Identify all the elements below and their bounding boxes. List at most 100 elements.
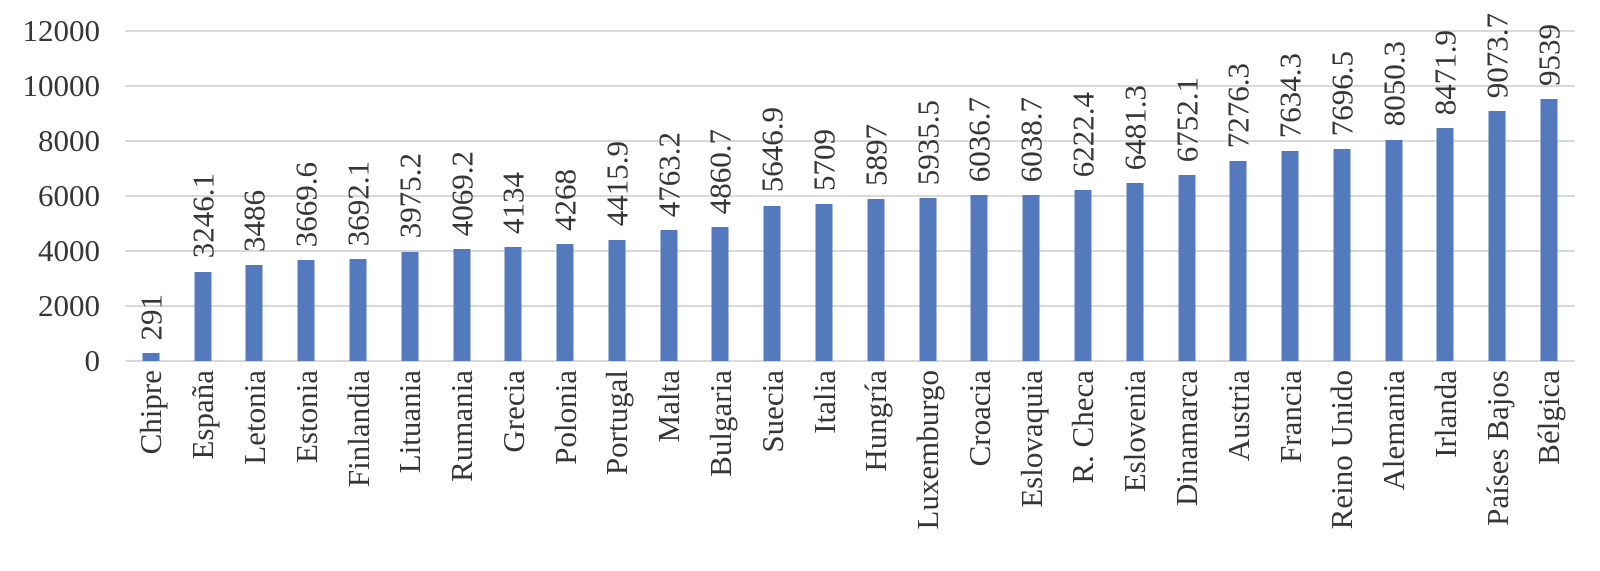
gridline-8000: [125, 140, 1575, 142]
bar-Finlandia: [349, 259, 367, 361]
bar-column-Polonia: 4268: [539, 31, 591, 361]
bar-Estonia: [297, 260, 315, 361]
bar-Grecia: [504, 247, 522, 361]
bar-column-Alemania: 8050.3: [1368, 31, 1420, 361]
bar-Hungría: [867, 198, 885, 361]
bar-column-Bélgica: 9539: [1523, 24, 1575, 361]
value-label-Estonia: 3669.6: [288, 161, 324, 248]
x-cell-Bulgaria: Bulgaria: [695, 370, 747, 571]
value-label-Suecia: 5646.9: [754, 107, 790, 193]
value-label-Países Bajos: 9073.7: [1479, 13, 1515, 99]
y-tick-label: 0: [84, 343, 101, 378]
x-axis-label-Rumania: Rumania: [444, 370, 480, 482]
value-label-Dinamarca: 6752.1: [1169, 77, 1205, 163]
x-cell-Rumania: Rumania: [436, 370, 488, 571]
x-cell-España: España: [177, 370, 229, 571]
x-cell-Irlanda: Irlanda: [1420, 370, 1472, 571]
bar-column-España: 3246.1: [177, 31, 229, 361]
gridline-10000: [125, 85, 1575, 87]
bar-column-Estonia: 3669.6: [280, 31, 332, 361]
x-axis-label-Irlanda: Irlanda: [1427, 370, 1463, 458]
x-axis-label-Grecia: Grecia: [495, 370, 531, 453]
bar-column-Malta: 4763.2: [643, 31, 695, 361]
x-cell-Eslovenia: Eslovenia: [1109, 370, 1161, 571]
x-axis-label-Polonia: Polonia: [547, 370, 583, 465]
value-label-Bélgica: 9539: [1531, 23, 1567, 86]
x-cell-Suecia: Suecia: [746, 370, 798, 571]
x-cell-Austria: Austria: [1212, 370, 1264, 571]
y-tick-label: 4000: [38, 233, 100, 268]
bar-Croacia: [970, 195, 988, 361]
bar-Dinamarca: [1178, 175, 1196, 361]
value-label-Reino Unido: 7696.5: [1324, 51, 1360, 137]
bar-column-Croacia: 6036.7: [954, 31, 1006, 361]
bar-column-Irlanda: 8471.9: [1420, 29, 1472, 361]
bar-Eslovenia: [1126, 182, 1144, 361]
bar-column-Letonia: 3486: [229, 31, 281, 361]
value-label-Francia: 7634.3: [1272, 52, 1308, 139]
x-axis-label-Bélgica: Bélgica: [1531, 370, 1567, 465]
x-cell-Portugal: Portugal: [591, 370, 643, 571]
value-label-Malta: 4763.2: [651, 131, 687, 218]
x-axis-label-Austria: Austria: [1220, 370, 1256, 462]
value-label-Croacia: 6036.7: [961, 96, 997, 182]
bar-Chipre: [142, 353, 160, 361]
x-cell-Estonia: Estonia: [280, 370, 332, 571]
x-axis-label-Malta: Malta: [651, 370, 687, 443]
x-cell-Lituania: Lituania: [384, 370, 436, 571]
value-label-Rumania: 4069.2: [444, 150, 480, 237]
gridline-0: [125, 360, 1575, 362]
value-label-Irlanda: 8471.9: [1427, 29, 1463, 116]
bar-columns: 291 3246.1 3486 3669.6 3692.1 3975.2 4069.2 413…: [125, 13, 1575, 361]
bar-column-Francia: 7634.3: [1264, 31, 1316, 361]
bar-column-Reino Unido: 7696.5: [1316, 31, 1368, 361]
value-label-España: 3246.1: [185, 173, 221, 259]
value-label-Eslovaquia: 6038.7: [1013, 96, 1049, 182]
bar-Malta: [660, 230, 678, 361]
value-label-Italia: 5709: [806, 129, 842, 192]
value-label-Hungría: 5897: [858, 123, 894, 186]
bar-column-Grecia: 4134: [487, 31, 539, 361]
value-label-Alemania: 8050.3: [1376, 41, 1412, 127]
value-label-Luxemburgo: 5935.5: [910, 99, 946, 185]
x-axis-label-Lituania: Lituania: [392, 370, 428, 474]
x-cell-Luxemburgo: Luxemburgo: [902, 370, 954, 571]
bar-Alemania: [1385, 139, 1403, 361]
value-label-Polonia: 4268: [547, 168, 583, 231]
x-axis-label-Bulgaria: Bulgaria: [702, 370, 738, 477]
x-axis-label-Finlandia: Finlandia: [340, 370, 376, 488]
bar-column-Rumania: 4069.2: [436, 31, 488, 361]
bar-Reino Unido: [1333, 149, 1351, 361]
x-axis-label-Suecia: Suecia: [754, 370, 790, 453]
gridline-4000: [125, 250, 1575, 252]
x-axis-label-Luxemburgo: Luxemburgo: [910, 370, 946, 530]
x-cell-Reino Unido: Reino Unido: [1316, 370, 1368, 571]
bar-column-Bulgaria: 4860.7: [695, 31, 747, 361]
x-axis-labels: Chipre España Letonia Estonia Finlandia Litua…: [125, 370, 1575, 571]
x-axis-label-Francia: Francia: [1272, 370, 1308, 463]
x-axis-label-R. Checa: R. Checa: [1065, 370, 1101, 484]
bar-Países Bajos: [1488, 111, 1506, 361]
x-cell-Polonia: Polonia: [539, 370, 591, 571]
bar-column-Austria: 7276.3: [1212, 31, 1264, 361]
bar-Lituania: [401, 251, 419, 361]
y-tick-label: 6000: [38, 178, 100, 213]
bar-R. Checa: [1074, 189, 1092, 361]
gridline-12000: [125, 30, 1575, 32]
bar-Bulgaria: [711, 227, 729, 361]
bar-column-Eslovenia: 6481.3: [1109, 31, 1161, 361]
x-axis-label-Eslovenia: Eslovenia: [1117, 370, 1153, 493]
bar-column-Suecia: 5646.9: [746, 31, 798, 361]
x-axis-label-Hungría: Hungría: [858, 370, 894, 472]
x-cell-Grecia: Grecia: [487, 370, 539, 571]
x-axis-label-Letonia: Letonia: [236, 370, 272, 465]
x-cell-Chipre: Chipre: [125, 370, 177, 571]
value-label-Portugal: 4415.9: [599, 141, 635, 227]
y-tick-label: 12000: [22, 13, 101, 48]
x-cell-Italia: Italia: [798, 370, 850, 571]
value-label-Lituania: 3975.2: [392, 153, 428, 239]
x-axis-label-Países Bajos: Países Bajos: [1479, 370, 1515, 526]
x-cell-Malta: Malta: [643, 370, 695, 571]
bar-Rumania: [453, 249, 471, 361]
